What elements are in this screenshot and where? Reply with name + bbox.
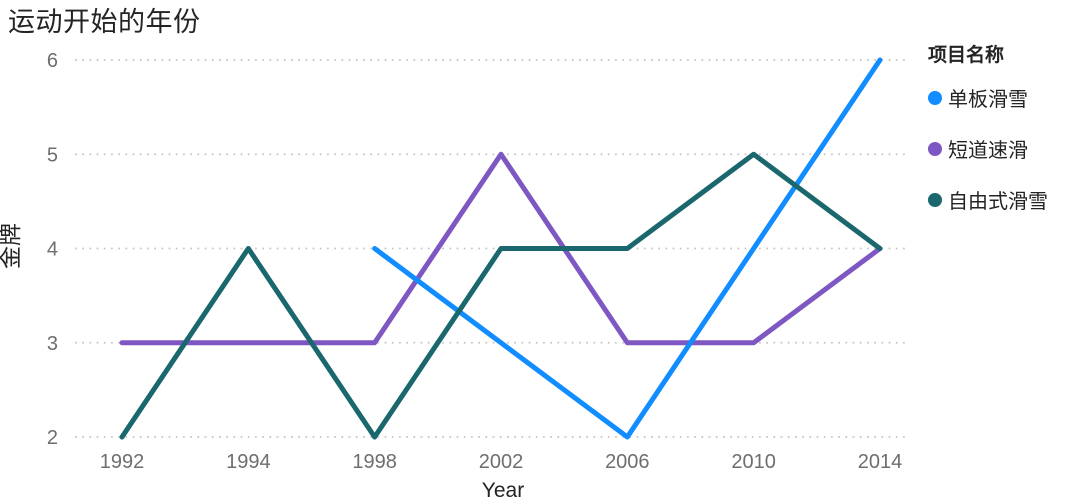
- legend-title: 项目名称: [928, 45, 1005, 66]
- legend-item-short-track[interactable]: 短道速滑: [928, 134, 1078, 163]
- y-axis-title: 金牌: [0, 223, 23, 269]
- legend-label: 单板滑雪: [948, 89, 1028, 111]
- y-tick-label: 4: [47, 239, 58, 261]
- y-tick-label: 6: [47, 50, 58, 72]
- legend-label: 短道速滑: [948, 140, 1028, 162]
- series-line-2[interactable]: [119, 151, 883, 346]
- y-tick-label: 5: [47, 144, 58, 166]
- legend-dot-icon: [928, 192, 942, 207]
- x-axis-title: Year: [482, 479, 524, 502]
- x-tick-label: 2010: [731, 451, 776, 473]
- legend: 项目名称 单板滑雪 短道速滑 自由式滑雪: [928, 40, 1078, 236]
- x-tick-label: 1994: [226, 451, 271, 473]
- chart-title: 运动开始的年份: [8, 7, 201, 37]
- y-tick-label: 3: [47, 333, 58, 355]
- legend-item-snowboarding[interactable]: 单板滑雪: [928, 83, 1078, 112]
- x-tick-label: 1992: [100, 451, 145, 473]
- x-tick-label: 2002: [479, 451, 524, 473]
- legend-label: 自由式滑雪: [948, 191, 1048, 213]
- series-line-3[interactable]: [119, 151, 883, 440]
- x-tick-label: 2014: [858, 451, 903, 473]
- legend-dot-icon: [928, 141, 942, 156]
- x-tick-label: 2006: [605, 451, 650, 473]
- y-tick-label: 2: [47, 427, 58, 449]
- x-tick-label: 1998: [352, 451, 397, 473]
- legend-dot-icon: [928, 90, 942, 105]
- legend-item-freestyle-skiing[interactable]: 自由式滑雪: [928, 185, 1078, 214]
